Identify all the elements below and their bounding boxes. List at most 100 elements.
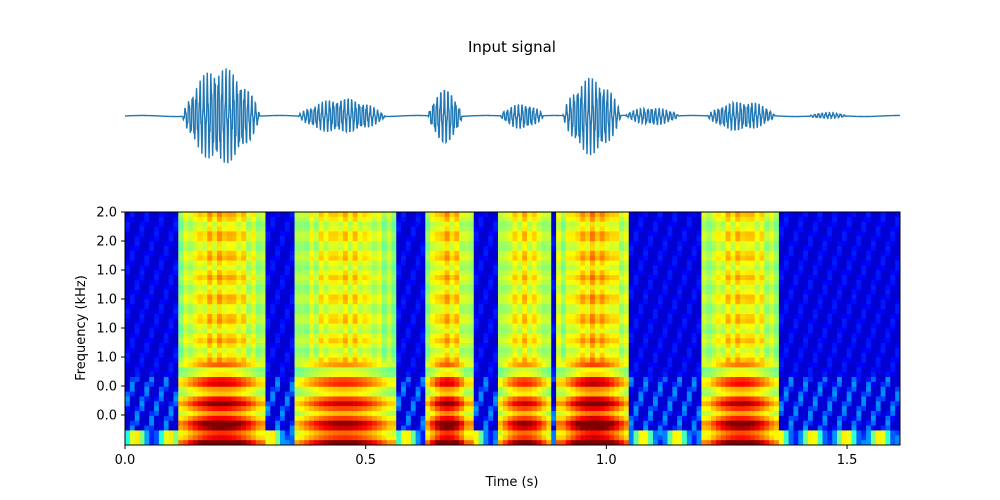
- spectrogram-cell: [328, 313, 334, 320]
- spectrogram-cell: [367, 255, 373, 261]
- spectrogram-cell: [449, 313, 455, 320]
- spectrogram-cell: [328, 381, 334, 388]
- spectrogram-cell: [575, 411, 581, 417]
- spectrogram-cell: [619, 216, 625, 223]
- spectrogram-cell: [493, 430, 499, 436]
- spectrogram-cell: [483, 284, 489, 291]
- spectrogram-cell: [173, 270, 179, 276]
- spectrogram-cell: [502, 420, 509, 426]
- spectrogram-cell: [168, 352, 174, 359]
- spectrogram-cell: [187, 391, 194, 397]
- spectrogram-cell: [323, 275, 329, 281]
- spectrogram-cell: [197, 430, 203, 436]
- spectrogram-cell: [565, 231, 572, 237]
- spectrogram-cell: [439, 289, 446, 295]
- spectrogram-cell: [381, 236, 387, 242]
- spectrogram-cell: [464, 270, 470, 276]
- spectrogram-cell: [304, 294, 310, 300]
- spectrogram-cell: [546, 352, 552, 359]
- spectrogram-cell: [212, 318, 218, 325]
- spectrogram-cell: [231, 386, 237, 392]
- spectrogram-cell: [512, 323, 518, 329]
- spectrogram-cell: [192, 347, 199, 354]
- spectrogram-cell: [599, 216, 605, 223]
- spectrogram-cell: [183, 333, 189, 339]
- spectrogram-cell: [444, 226, 450, 232]
- spectrogram-cell: [139, 425, 145, 431]
- spectrogram-cell: [309, 357, 315, 363]
- spectrogram-cell: [367, 226, 373, 232]
- spectrogram-cell: [347, 386, 354, 392]
- spectrogram-cell: [333, 328, 339, 334]
- spectrogram-cell: [260, 245, 266, 252]
- spectrogram-cell: [231, 245, 237, 252]
- spectrogram-cell: [255, 275, 262, 281]
- spectrogram-cell: [439, 255, 446, 261]
- spectrogram-cell: [386, 435, 392, 441]
- spectrogram-cell: [173, 367, 179, 373]
- spectrogram-cell: [556, 313, 562, 320]
- spectrogram-cell: [207, 245, 213, 252]
- spectrogram-cell: [517, 299, 523, 305]
- spectrogram-cell: [401, 221, 407, 227]
- spectrogram-cell: [236, 313, 242, 320]
- spectrogram-cell: [202, 343, 208, 349]
- spectrogram-cell: [493, 289, 499, 295]
- spectrogram-cell: [614, 367, 620, 373]
- spectrogram-cell: [299, 245, 305, 252]
- spectrogram-cell: [212, 343, 218, 349]
- spectrogram-cell: [221, 323, 228, 329]
- spectrogram-cell: [333, 289, 339, 295]
- spectrogram-cell: [454, 328, 460, 334]
- spectrogram-cell: [192, 401, 199, 407]
- spectrogram-cell: [493, 275, 499, 281]
- spectrogram-cell: [202, 338, 208, 344]
- spectrogram-cell: [362, 357, 368, 363]
- spectrogram-cell: [527, 377, 533, 383]
- spectrogram-cell: [594, 260, 601, 266]
- spectrogram-cell: [134, 401, 140, 407]
- spectrogram-cell: [570, 304, 576, 310]
- spectrogram-cell: [405, 284, 412, 291]
- spectrogram-cell: [478, 396, 484, 402]
- spectrogram-cell: [134, 313, 140, 320]
- spectrogram-cell: [260, 338, 266, 344]
- spectrogram-cell: [430, 284, 436, 291]
- spectrogram-cell: [289, 265, 295, 271]
- spectrogram-cell: [280, 401, 286, 407]
- spectrogram-cell: [444, 294, 450, 300]
- spectrogram-cell: [585, 245, 591, 252]
- spectrogram-cell: [435, 338, 441, 344]
- spectrogram-cell: [619, 338, 625, 344]
- spectrogram-cell: [585, 391, 591, 397]
- spectrogram-cell: [594, 401, 601, 407]
- spectrogram-cell: [299, 221, 305, 227]
- spectrogram-cell: [546, 289, 552, 295]
- spectrogram-cell: [367, 231, 373, 237]
- spectrogram-cell: [362, 372, 368, 378]
- spectrogram-cell: [187, 289, 194, 295]
- spectrogram-cell: [163, 415, 169, 422]
- spectrogram-cell: [304, 420, 310, 426]
- spectrogram-cell: [352, 313, 358, 320]
- spectrogram-cell: [289, 411, 295, 417]
- spectrogram-cell: [323, 372, 329, 378]
- spectrogram-cell: [570, 425, 576, 431]
- spectrogram-cell: [265, 396, 271, 402]
- spectrogram-cell: [207, 270, 213, 276]
- spectrogram-cell: [546, 357, 552, 363]
- spectrogram-cell: [531, 338, 538, 344]
- spectrogram-cell: [260, 226, 266, 232]
- spectrogram-cell: [250, 377, 257, 383]
- spectrogram-cell: [464, 411, 470, 417]
- spectrogram-cell: [449, 212, 455, 218]
- spectrogram-cell: [425, 381, 431, 388]
- spectrogram-cell: [386, 212, 392, 218]
- spectrogram-cell: [493, 250, 499, 257]
- spectrogram-cell: [250, 440, 257, 445]
- spectrogram-cell: [357, 440, 363, 445]
- spectrogram-cell: [405, 289, 412, 295]
- spectrogram-cell: [512, 333, 518, 339]
- spectrogram-cell: [362, 245, 368, 252]
- spectrogram-cell: [488, 241, 494, 247]
